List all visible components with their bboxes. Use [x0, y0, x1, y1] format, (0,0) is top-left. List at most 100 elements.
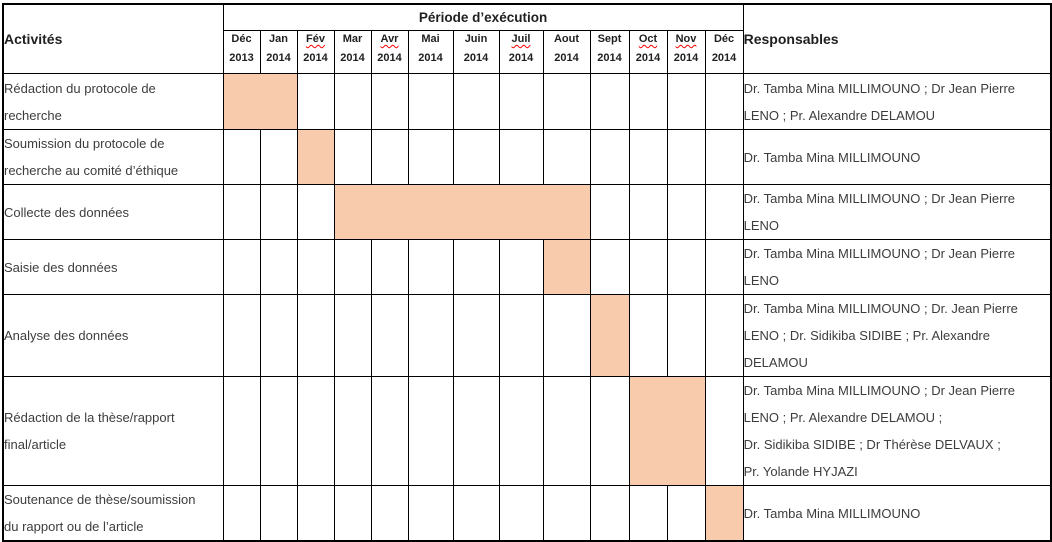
activity-label: Soumission du protocole de recherche au c… — [2, 129, 224, 185]
gantt-cell — [333, 239, 372, 295]
month-label: Mai — [421, 33, 440, 45]
gantt-cell — [452, 129, 500, 185]
activity-label: Rédaction du protocole de recherche — [2, 73, 224, 130]
responsable-line: Dr. Tamba Mina MILLIMOUNO ; Dr Jean Pier… — [743, 191, 1016, 206]
gantt-cell — [628, 485, 668, 542]
gantt-cell — [704, 184, 744, 240]
activity-line: Saisie des données — [4, 259, 118, 275]
activities-header: Activités — [2, 3, 224, 74]
activity-row: Collecte des données Dr. Tamba Mina MILLI… — [2, 184, 1052, 240]
header-row-months: Déc 2013 Jan 2014 Fév 2014 Mar 2014 Avr 2014 Mai 20… — [3, 30, 1051, 74]
gantt-bar — [296, 129, 335, 185]
gantt-cell — [589, 184, 630, 240]
gantt-cell — [704, 376, 744, 486]
gantt-cell — [452, 294, 500, 377]
gantt-cell — [589, 485, 630, 542]
responsable-line: LENO ; Pr. Alexandre DELAMOU — [743, 107, 936, 123]
gantt-cell — [666, 239, 706, 295]
gantt-cell — [666, 129, 706, 185]
month-label: Déc — [231, 33, 252, 45]
responsable-line: LENO — [743, 218, 780, 233]
activity-line: Rédaction du protocole de — [4, 80, 156, 96]
responsables-cell: Dr. Tamba Mina MILLIMOUNO ; Dr Jean Pier… — [742, 73, 1052, 130]
gantt-bar — [704, 485, 744, 542]
gantt-cell — [370, 376, 409, 486]
activity-line: Collecte des données — [4, 204, 130, 220]
gantt-cell — [542, 294, 591, 377]
gantt-cell — [407, 376, 454, 486]
gantt-cell — [498, 376, 544, 486]
year-label: 2014 — [340, 52, 365, 64]
gantt-cell — [296, 239, 335, 295]
gantt-bar — [542, 239, 591, 295]
gantt-cell — [222, 239, 261, 295]
month-label: Sept — [597, 33, 622, 45]
gantt-body: Rédaction du protocole de recherche Dr. Ta… — [2, 73, 1052, 542]
gantt-cell — [498, 485, 544, 542]
year-label: 2014 — [554, 52, 579, 64]
year-label: 2014 — [266, 52, 291, 64]
gantt-cell — [370, 73, 409, 130]
gantt-cell — [407, 73, 454, 130]
gantt-cell — [333, 129, 372, 185]
activity-row: Rédaction de la thèse/rapport final/artic… — [2, 376, 1052, 486]
month-label: Aout — [553, 33, 580, 45]
gantt-cell — [259, 239, 298, 295]
gantt-cell — [333, 73, 372, 130]
gantt-cell — [407, 485, 454, 542]
month-header-oct-2014: Oct 2014 — [628, 30, 668, 74]
gantt-cell — [589, 129, 630, 185]
activity-line: recherche au comité d’éthique — [4, 163, 179, 178]
gantt-cell — [222, 129, 261, 185]
month-label: Fév — [306, 33, 325, 45]
gantt-cell — [452, 485, 500, 542]
year-label: 2014 — [635, 52, 661, 64]
responsables-cell: Dr. Tamba Mina MILLIMOUNO ; Dr Jean Pier… — [742, 184, 1052, 240]
gantt-cell — [666, 294, 706, 377]
activity-row: Rédaction du protocole de recherche Dr. Ta… — [2, 73, 1052, 130]
gantt-cell — [333, 485, 372, 542]
gantt-cell — [628, 73, 668, 130]
gantt-cell — [370, 294, 409, 377]
month-header-déc-2014: Déc 2014 — [704, 30, 744, 74]
gantt-cell — [259, 376, 298, 486]
gantt-bar — [222, 73, 298, 130]
month-label: Oct — [638, 33, 658, 45]
activity-line: du rapport ou de l’article — [4, 519, 144, 534]
gantt-cell — [222, 184, 261, 240]
gantt-cell — [542, 129, 591, 185]
year-label: 2014 — [711, 52, 737, 64]
gantt-cell — [259, 129, 298, 185]
gantt-cell — [296, 294, 335, 377]
month-header-avr-2014: Avr 2014 — [370, 30, 409, 74]
gantt-cell — [498, 239, 544, 295]
activity-label: Soutenance de thèse/soumission du rapport… — [2, 485, 224, 542]
gantt-cell — [296, 485, 335, 542]
gantt-cell — [370, 129, 409, 185]
gantt-cell — [704, 73, 744, 130]
gantt-cell — [370, 485, 409, 542]
gantt-cell — [628, 294, 668, 377]
gantt-cell — [333, 376, 372, 486]
activity-line: Soumission du protocole de — [4, 136, 165, 151]
gantt-cell — [333, 294, 372, 377]
responsable-line: Dr. Tamba Mina MILLIMOUNO ; Dr. Jean Pie… — [743, 301, 1018, 316]
activity-row: Saisie des données Dr. Tamba Mina MILLIMO… — [2, 239, 1052, 295]
gantt-cell — [452, 73, 500, 130]
responsable-line: Dr. Tamba Mina MILLIMOUNO ; Dr Jean Pier… — [743, 383, 1016, 398]
gantt-cell — [704, 294, 744, 377]
gantt-cell — [498, 73, 544, 130]
gantt-cell — [589, 376, 630, 486]
gantt-cell — [259, 294, 298, 377]
month-label: Juil — [511, 33, 531, 45]
activity-line: Analyse des données — [4, 328, 129, 343]
gantt-cell — [628, 129, 668, 185]
gantt-bar — [589, 294, 630, 377]
month-label: Déc — [713, 33, 735, 45]
gantt-cell — [498, 294, 544, 377]
month-header-sept-2014: Sept 2014 — [589, 30, 630, 74]
responsable-line: DELAMOU — [743, 355, 808, 370]
responsables-cell: Dr. Tamba Mina MILLIMOUNO ; Dr Jean Pier… — [742, 376, 1052, 486]
month-header-mai-2014: Mai 2014 — [407, 30, 454, 74]
responsable-line: LENO ; Pr. Alexandre DELAMOU ; — [743, 410, 943, 425]
